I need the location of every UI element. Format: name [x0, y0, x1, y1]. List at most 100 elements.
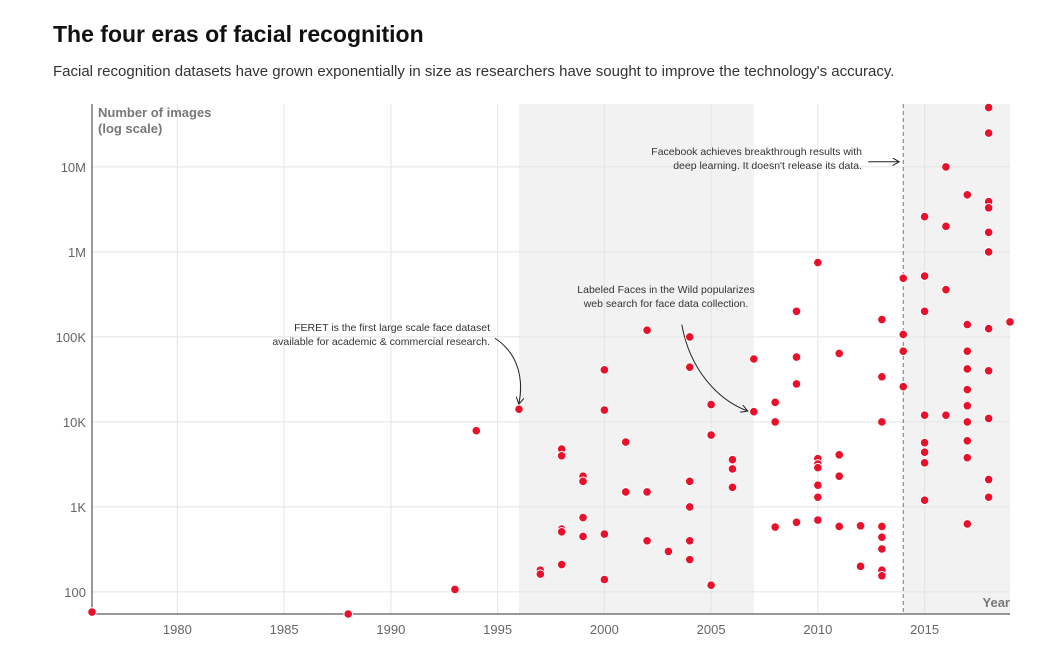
annotation-text: FERET is the first large scale face data…	[294, 322, 490, 334]
data-point	[749, 406, 759, 417]
data-point	[791, 352, 802, 362]
data-point	[877, 532, 887, 543]
data-point	[706, 399, 716, 410]
data-point	[599, 574, 610, 585]
data-point	[599, 405, 610, 415]
data-point	[962, 435, 973, 446]
data-point	[791, 379, 802, 389]
data-point	[556, 526, 567, 537]
data-point	[813, 492, 823, 503]
data-point	[898, 346, 909, 356]
data-point	[642, 535, 652, 546]
y-tick-label: 100K	[56, 330, 87, 345]
data-point	[962, 190, 973, 200]
data-point	[343, 609, 353, 619]
x-axis-title: Year	[983, 595, 1010, 610]
data-point	[919, 447, 930, 458]
data-point	[599, 529, 610, 539]
data-point	[578, 476, 588, 487]
data-point	[855, 520, 866, 531]
data-point	[706, 580, 716, 591]
data-point	[770, 522, 780, 532]
data-point	[749, 354, 759, 364]
data-point	[556, 559, 567, 570]
data-point	[663, 546, 674, 557]
data-point	[834, 450, 845, 460]
data-point	[877, 371, 887, 382]
data-point	[941, 162, 951, 172]
x-tick-label: 1980	[163, 622, 192, 637]
data-point	[834, 471, 845, 481]
data-point	[684, 554, 695, 565]
data-point	[578, 531, 588, 542]
data-point	[983, 102, 994, 113]
data-point	[877, 314, 887, 325]
data-point	[684, 362, 695, 373]
data-point	[684, 476, 695, 487]
data-point	[770, 417, 780, 427]
data-point	[556, 450, 567, 461]
data-point	[791, 306, 802, 317]
y-tick-label: 100	[64, 585, 86, 600]
data-point	[813, 462, 823, 473]
x-tick-label: 2005	[697, 622, 726, 637]
data-point	[855, 561, 866, 572]
x-tick-label: 1985	[270, 622, 299, 637]
data-point	[578, 512, 588, 523]
data-point	[941, 221, 951, 232]
data-point	[770, 397, 780, 408]
annotation-text: Labeled Faces in the Wild popularizes	[577, 284, 754, 296]
data-point	[898, 329, 909, 340]
data-point	[706, 430, 716, 440]
data-point	[898, 381, 909, 392]
data-point	[983, 323, 994, 334]
data-point	[727, 482, 738, 493]
data-point	[962, 384, 973, 395]
data-point	[919, 495, 930, 506]
data-point	[962, 452, 973, 463]
data-point	[983, 365, 994, 376]
data-point	[620, 487, 631, 497]
annotation-text: deep learning. It doesn't release its da…	[673, 160, 862, 172]
data-point	[919, 437, 930, 448]
data-point	[983, 203, 994, 213]
data-point	[983, 247, 994, 257]
data-point	[514, 404, 524, 415]
data-point	[983, 128, 994, 138]
chart-title: The four eras of facial recognition	[53, 21, 424, 47]
y-tick-label: 1M	[68, 245, 86, 260]
data-point	[941, 284, 951, 295]
data-point	[962, 400, 973, 411]
annotation-text: web search for face data collection.	[583, 298, 749, 310]
chart-subtitle: Facial recognition datasets have grown e…	[53, 63, 895, 80]
x-tick-label: 1995	[483, 622, 512, 637]
data-point	[813, 257, 823, 268]
data-point	[962, 364, 973, 374]
data-point	[834, 348, 845, 359]
data-point	[727, 454, 738, 465]
data-point	[642, 325, 652, 336]
data-point	[962, 346, 973, 356]
data-point	[983, 413, 994, 424]
data-point	[941, 410, 951, 421]
annotation-arrow	[681, 324, 747, 411]
data-point	[599, 365, 610, 375]
data-point	[877, 570, 887, 581]
data-point	[877, 544, 887, 554]
data-point	[450, 584, 460, 595]
data-point	[791, 517, 802, 528]
data-point	[684, 535, 695, 546]
data-point	[813, 480, 823, 491]
x-tick-label: 2000	[590, 622, 619, 637]
data-point	[919, 306, 930, 317]
data-point	[684, 502, 695, 512]
y-tick-label: 10K	[63, 415, 86, 430]
data-point	[877, 417, 887, 427]
data-point	[962, 319, 973, 330]
data-point	[983, 474, 994, 485]
data-point	[813, 515, 823, 525]
y-axis-title: Number of images	[98, 105, 211, 120]
data-point	[642, 487, 652, 497]
data-point	[1005, 317, 1015, 327]
